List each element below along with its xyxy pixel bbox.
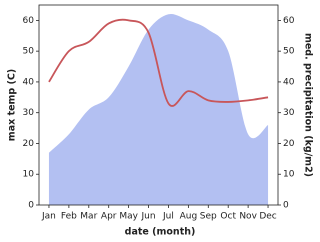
- x-tick-label: Mar: [80, 212, 97, 222]
- y-tick-label: 30: [23, 108, 35, 118]
- y2-tick-label: 60: [283, 16, 295, 26]
- y-tick-label: 60: [23, 16, 35, 26]
- y-tick-label: 20: [23, 139, 35, 149]
- x-tick-label: Jul: [162, 212, 174, 222]
- y2-tick-label: 30: [283, 108, 295, 118]
- y2-tick-label: 50: [283, 47, 295, 57]
- y2-tick-label: 10: [283, 170, 295, 180]
- x-tick-label: Feb: [61, 212, 77, 222]
- y-tick-label: 0: [28, 201, 34, 211]
- precipitation-area: [48, 13, 269, 205]
- y2-tick-label: 40: [283, 77, 295, 87]
- y-axis-label: max temp (C): [7, 69, 18, 141]
- x-tick-label: Sep: [200, 212, 217, 222]
- temperature-line: [48, 18, 269, 107]
- plot-frame: [38, 4, 279, 206]
- x-axis-label: date (month): [125, 227, 196, 238]
- y-tick-label: 50: [23, 47, 35, 57]
- x-tick-label: Apr: [101, 212, 117, 222]
- x-tick-label: May: [119, 212, 138, 222]
- x-tick-label: Jun: [141, 212, 156, 222]
- x-tick-label: Dec: [259, 212, 276, 222]
- y-tick-label: 40: [23, 77, 35, 87]
- x-tick-label: Jan: [41, 212, 56, 222]
- y-tick-label: 10: [23, 170, 35, 180]
- y2-tick-label: 0: [283, 201, 289, 211]
- x-tick-label: Nov: [239, 212, 257, 222]
- y2-tick-label: 20: [283, 139, 295, 149]
- y2-axis-label: med. precipitation (kg/m2): [303, 33, 314, 177]
- x-tick-label: Aug: [180, 212, 198, 222]
- x-tick-label: Oct: [220, 212, 236, 222]
